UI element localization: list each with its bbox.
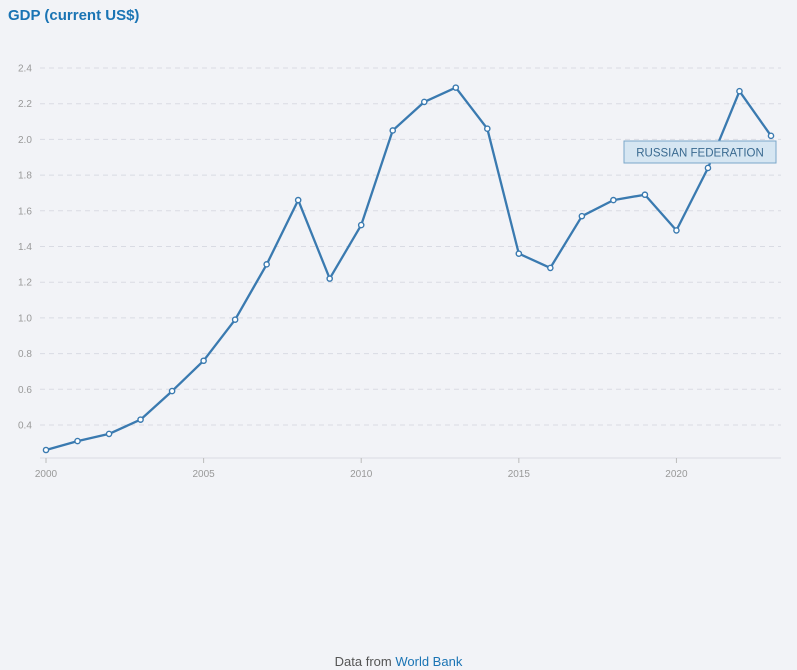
data-point xyxy=(294,196,302,204)
data-point xyxy=(42,446,50,454)
y-axis-ticks: 0.4 0.6 0.8 1.0 1.2 1.4 1.6 1.8 2.0 2.2 2.4 xyxy=(18,64,32,432)
x-axis-ticks: 2000 2005 2010 2015 2020 xyxy=(35,457,781,480)
data-point xyxy=(673,227,680,234)
data-point xyxy=(326,275,333,282)
data-point xyxy=(736,87,743,95)
x-tick-label: 2000 xyxy=(35,469,58,480)
data-point xyxy=(641,191,649,199)
footer-prefix: Data from xyxy=(334,654,396,669)
data-point xyxy=(231,316,239,323)
x-tick-label: 2020 xyxy=(665,469,688,480)
line-chart: 0.40.60.81.01.21.41.61.82.02.22.4 2000 20… xyxy=(18,64,781,480)
data-point xyxy=(547,264,554,272)
x-tick-label: 2010 xyxy=(350,469,373,480)
data-point xyxy=(484,125,491,132)
series-label-text: RUSSIAN FEDERATION xyxy=(636,148,764,160)
data-point xyxy=(137,416,144,423)
y-tick-label: 2.4 xyxy=(18,64,32,75)
y-tick-label: 2.0 xyxy=(18,135,32,146)
data-point xyxy=(452,84,460,91)
y-tick-label: 0.8 xyxy=(18,349,32,360)
y-tick-label: 0.4 xyxy=(18,421,32,432)
data-point xyxy=(74,437,81,445)
data-point xyxy=(263,261,270,268)
series-line xyxy=(45,86,772,452)
series-layer xyxy=(42,84,775,454)
data-point xyxy=(357,221,365,229)
y-tick-label: 1.8 xyxy=(18,171,32,182)
chart-title: GDP (current US$) xyxy=(8,7,140,24)
y-tick-label: 1.0 xyxy=(18,313,32,324)
y-tick-label: 1.4 xyxy=(18,242,32,253)
y-tick-label: 1.2 xyxy=(18,278,32,289)
x-tick-label: 2005 xyxy=(192,469,215,480)
grid-lines xyxy=(40,67,781,426)
y-tick-label: 0.6 xyxy=(18,385,32,396)
data-point xyxy=(578,212,586,220)
data-point xyxy=(610,196,617,204)
x-tick-label: 2015 xyxy=(508,469,531,480)
y-tick-label: 1.6 xyxy=(18,206,32,217)
data-point xyxy=(515,250,523,257)
data-point xyxy=(200,357,207,365)
data-point xyxy=(168,387,176,395)
series-label: RUSSIAN FEDERATION xyxy=(623,140,777,164)
data-point xyxy=(105,430,113,438)
y-tick-label: 2.2 xyxy=(18,99,32,110)
data-point xyxy=(767,132,775,140)
data-point xyxy=(389,127,397,134)
series-label-box xyxy=(623,140,777,164)
world-bank-link[interactable]: World Bank xyxy=(395,654,463,669)
footer: Data from World Bank xyxy=(0,654,797,669)
data-point xyxy=(420,98,428,106)
data-point xyxy=(704,164,712,172)
